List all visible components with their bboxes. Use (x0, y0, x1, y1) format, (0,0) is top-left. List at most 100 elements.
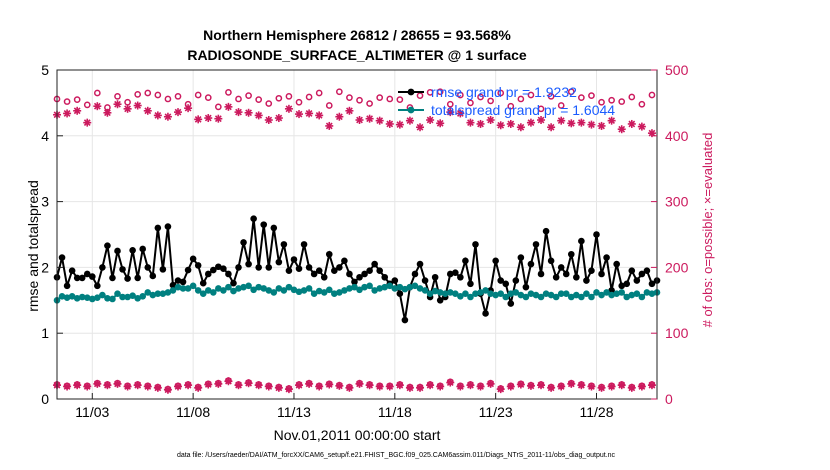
totalspread-point (285, 283, 293, 291)
obs-evaluated-point (637, 122, 646, 131)
rmse-point (361, 270, 368, 278)
totalspread-point (396, 283, 404, 291)
totalspread-point (537, 293, 545, 301)
rmse-point (527, 260, 535, 268)
totalspread-point (199, 290, 207, 298)
rmse-point (532, 241, 540, 248)
obs-evaluated-low-point (153, 383, 162, 392)
obs-evaluated-point (103, 108, 112, 117)
obs-possible-point (497, 89, 505, 97)
obs-evaluated-point (365, 114, 374, 123)
rmse-point (562, 270, 570, 278)
totalspread-point (315, 287, 323, 295)
rmse-point (285, 267, 293, 274)
rmse-point (356, 273, 363, 281)
obs-evaluated-low-point (355, 379, 364, 388)
totalspread-point (391, 285, 399, 292)
obs-evaluated-point (506, 119, 515, 128)
totalspread-point (73, 295, 81, 302)
totalspread-point (88, 295, 96, 303)
rmse-point (194, 262, 202, 269)
rmse-point (497, 277, 504, 284)
rmse-point (411, 270, 419, 278)
rmse-point (139, 245, 147, 253)
plot-frame (56, 69, 658, 400)
obs-evaluated-low-point (577, 381, 586, 390)
rmse-point (512, 277, 520, 284)
obs-evaluated-point (284, 104, 293, 113)
totalspread-point (562, 290, 570, 298)
totalspread-point (527, 290, 535, 298)
obs-possible-point (507, 102, 515, 110)
obs-evaluated-point (143, 106, 152, 115)
rmse-point (507, 300, 515, 307)
rmse-point (320, 273, 328, 281)
obs-possible-point (214, 103, 222, 111)
rmse-point (189, 255, 197, 263)
totalspread-point (245, 282, 252, 290)
rmse-point (623, 280, 631, 288)
obs-possible-point (174, 92, 182, 100)
rmse-point (300, 241, 308, 248)
rmse-point (109, 274, 116, 282)
rmse-point (401, 316, 409, 324)
obs-possible-point (204, 94, 212, 101)
totalspread-point (487, 290, 494, 298)
totalspread-point (144, 289, 152, 296)
totalspread-point (159, 290, 167, 298)
obs-evaluated-point (63, 109, 72, 118)
rmse-point (346, 270, 353, 278)
obs-evaluated-point (254, 111, 263, 120)
obs-evaluated-low-point (416, 383, 425, 392)
rmse-point (99, 264, 106, 271)
rmse-point (552, 273, 560, 281)
obs-evaluated-point (416, 123, 425, 132)
rmse-point (376, 267, 383, 274)
totalspread-point (154, 290, 162, 298)
totalspread-point (240, 283, 247, 291)
rmse-point (593, 231, 600, 238)
obs-evaluated-low-point (516, 380, 525, 389)
obs-evaluated-point (577, 118, 586, 127)
obs-possible-point (164, 95, 172, 103)
obs-evaluated-low-point (325, 380, 334, 389)
totalspread-point (628, 291, 636, 299)
rmse-point (452, 269, 459, 276)
obs-evaluated-low-point (143, 382, 152, 391)
totalspread-point (109, 295, 116, 303)
obs-evaluated-low-point (597, 383, 606, 392)
rmse-point (184, 266, 192, 274)
rmse-point (154, 224, 162, 232)
totalspread-point (210, 289, 217, 296)
obs-evaluated-low-point (436, 382, 445, 391)
rmse-point (598, 270, 605, 278)
obs-evaluated-low-point (627, 383, 636, 392)
totalspread-point (346, 285, 353, 292)
obs-evaluated-point (385, 119, 394, 128)
obs-possible-point (376, 94, 384, 101)
totalspread-point (618, 289, 626, 296)
rmse-point (169, 281, 177, 289)
totalspread-point (381, 283, 389, 291)
x-tick-label: 11/23 (479, 404, 513, 420)
ticks-layer: 0 1 2 3 4 5 0 100 200 300 400 500 11/03 11/08 11/13 11/… (41, 62, 688, 420)
legend-rmse-label: rmse grand pr = 1.9232 (431, 84, 577, 100)
y-tick-label-right: 300 (665, 194, 689, 210)
obs-evaluated-point (557, 116, 566, 125)
obs-evaluated-point (607, 116, 616, 125)
totalspread-point (613, 290, 620, 298)
rmse-point (457, 273, 464, 281)
rmse-point (325, 250, 333, 258)
totalspread-point (58, 293, 66, 300)
totalspread-point (623, 293, 631, 301)
obs-evaluated-point (436, 119, 445, 128)
obs-evaluated-point (113, 100, 122, 109)
rmse-point (633, 277, 641, 284)
rmse-point (159, 266, 167, 273)
totalspread-point (452, 290, 459, 298)
totalspread-point (542, 290, 550, 298)
totalspread-point (280, 287, 288, 294)
obs-possible-point (265, 100, 273, 107)
totalspread-point (416, 285, 424, 292)
totalspread-point (270, 289, 278, 296)
